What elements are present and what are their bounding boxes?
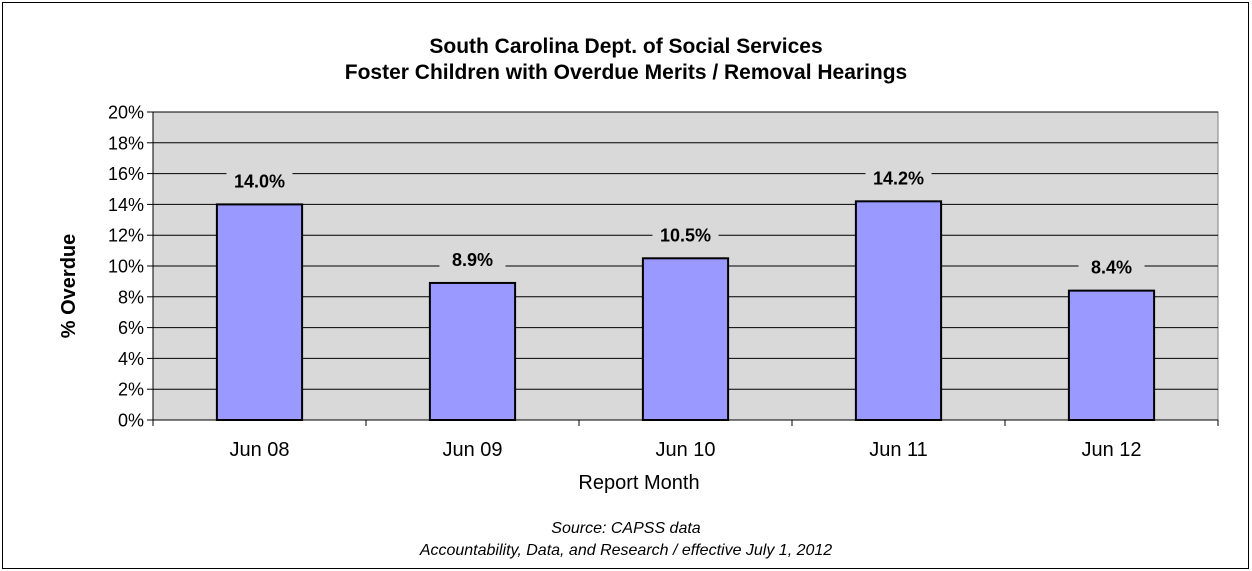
y-tick-label: 6%: [118, 318, 144, 338]
data-label-background: [1078, 254, 1145, 279]
bar: [428, 281, 517, 421]
chart-title-line-2: Foster Children with Overdue Merits / Re…: [344, 61, 908, 84]
y-tick-label: 18%: [108, 133, 144, 153]
y-tick-label: 12%: [108, 226, 144, 246]
data-label: 8.4%: [1091, 258, 1132, 278]
attribution-note: Accountability, Data, and Research / eff…: [419, 542, 833, 559]
data-label: 10.5%: [660, 225, 711, 245]
y-tick-label: 2%: [118, 380, 144, 400]
x-axis-label: Report Month: [578, 472, 699, 494]
bar: [1067, 289, 1156, 422]
data-label-background: [652, 222, 719, 247]
source-note: Source: CAPSS data: [551, 520, 701, 537]
x-tick-label: Jun 08: [229, 439, 289, 461]
y-tick-label: 16%: [108, 164, 144, 184]
y-tick-label: 0%: [118, 411, 144, 431]
data-label-background: [865, 165, 932, 190]
y-tick-label: 4%: [118, 349, 144, 369]
data-label: 14.2%: [873, 168, 924, 188]
data-label-background: [439, 246, 506, 271]
y-tick-label: 14%: [108, 195, 144, 215]
x-tick-label: Jun 12: [1081, 439, 1141, 461]
data-label: 8.9%: [452, 250, 493, 270]
y-tick-label: 20%: [108, 103, 144, 123]
bar: [854, 200, 943, 421]
x-axis-ticks: Jun 08 Jun 09 Jun 10 Jun 11 Jun 12: [152, 420, 1219, 461]
bars: 14.0% 8.9% 10.5% 14.2% 8.4%: [215, 165, 1156, 422]
y-axis-label: % Overdue: [58, 234, 80, 338]
x-tick-label: Jun 11: [869, 439, 928, 461]
bar: [641, 257, 730, 421]
data-label: 14.0%: [234, 171, 285, 191]
y-tick-label: 10%: [108, 257, 144, 277]
chart-title-line-1: South Carolina Dept. of Social Services: [429, 35, 823, 58]
data-label-background: [226, 168, 293, 193]
x-tick-label: Jun 10: [655, 439, 715, 461]
x-tick-label: Jun 09: [442, 439, 502, 461]
y-axis-ticks: 0% 2% 4% 6% 8% 10% 12% 14% 16% 18% 20%: [108, 103, 1218, 431]
bar: [215, 203, 304, 421]
y-tick-label: 8%: [118, 287, 144, 307]
